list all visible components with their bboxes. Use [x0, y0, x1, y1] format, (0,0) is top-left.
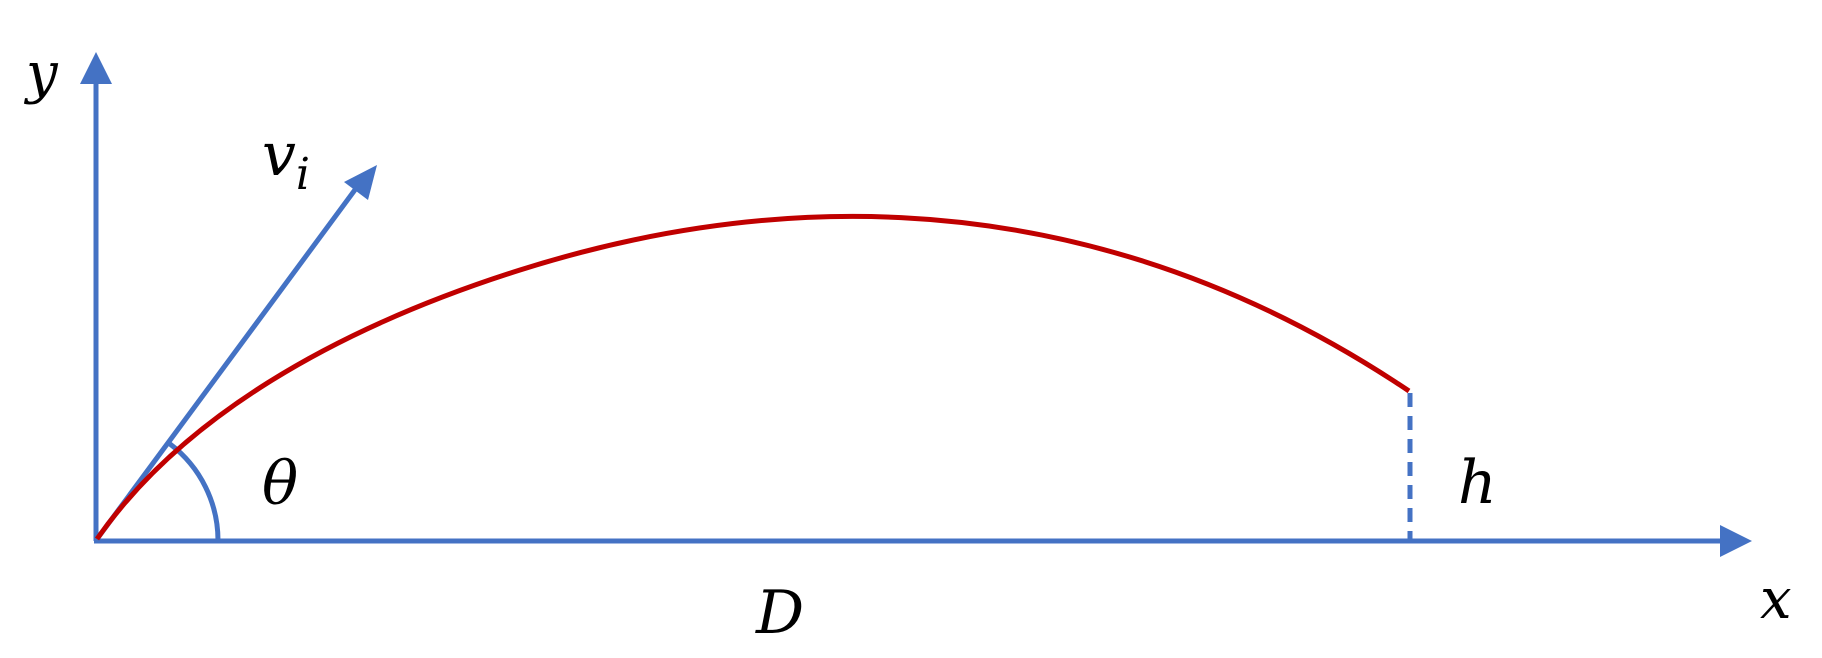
angle-label: θ	[262, 449, 298, 519]
trajectory-curve	[94, 213, 1411, 541]
velocity-subscript: i	[296, 149, 310, 200]
height-label: h	[1458, 448, 1497, 518]
velocity-label: vi	[262, 120, 310, 200]
y-axis-label: y	[23, 41, 59, 106]
velocity-vector-line	[94, 181, 363, 541]
x-axis-arrowhead	[1720, 525, 1752, 557]
y-axis-arrowhead	[80, 52, 112, 84]
velocity-vector-arrowhead	[344, 165, 377, 200]
angle-arc	[168, 442, 221, 542]
distance-label: D	[755, 578, 804, 648]
x-axis-label: x	[1760, 567, 1792, 632]
velocity-symbol: v	[262, 120, 296, 190]
